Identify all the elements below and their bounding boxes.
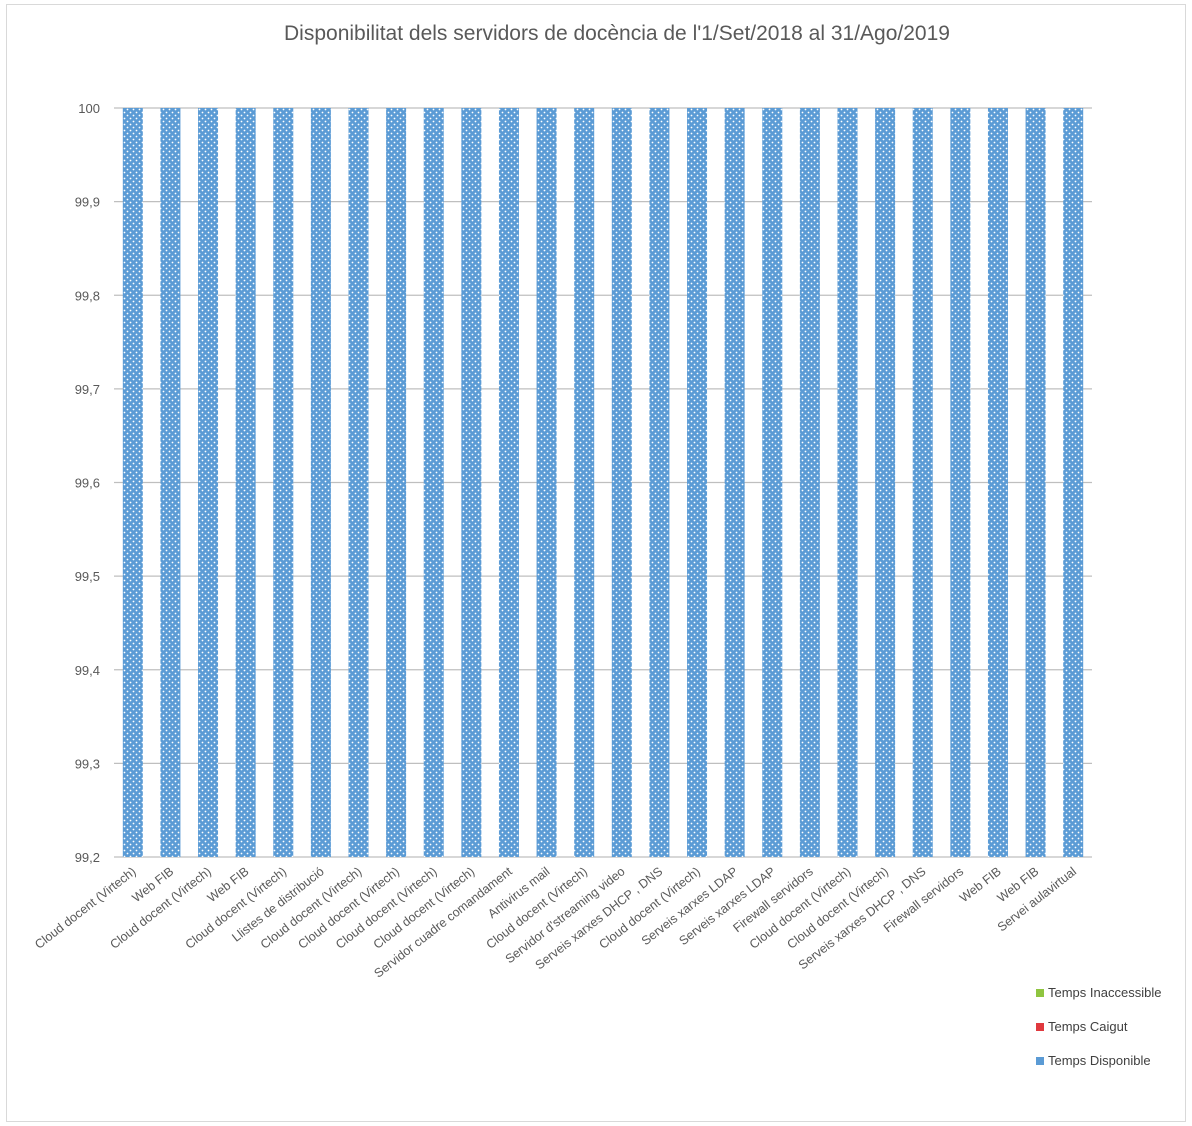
y-tick-label: 99,4	[75, 663, 100, 678]
bar-segment-disponible	[498, 108, 519, 857]
bars	[122, 108, 1084, 857]
legend-swatch-green	[1036, 989, 1044, 997]
bar-segment-disponible	[950, 108, 971, 857]
chart-title: Disponibilitat dels servidors de docènci…	[284, 22, 950, 45]
legend-item-caigut: Temps Caigut	[1032, 1019, 1182, 1053]
bar-segment-disponible	[837, 108, 858, 857]
bar-segment-disponible	[386, 108, 407, 857]
y-tick-label: 99,6	[75, 476, 100, 491]
bar-segment-disponible	[273, 108, 294, 857]
bar-segment-disponible	[310, 108, 331, 857]
chart-legend: Temps Inaccessible Temps Caigut Temps Di…	[1032, 985, 1182, 1069]
y-tick-label: 99,2	[75, 850, 100, 865]
bar-segment-disponible	[423, 108, 444, 857]
bar-segment-disponible	[461, 108, 482, 857]
y-tick-label: 99,5	[75, 569, 100, 584]
bar-segment-disponible	[348, 108, 369, 857]
bar-segment-disponible	[574, 108, 595, 857]
bar-segment-disponible	[235, 108, 256, 857]
bar-segment-disponible	[799, 108, 820, 857]
legend-label-caigut: Temps Caigut	[1048, 1019, 1128, 1034]
y-tick-label: 99,8	[75, 288, 100, 303]
bar-segment-disponible	[649, 108, 670, 857]
bar-segment-disponible	[611, 108, 632, 857]
y-tick-label: 100	[78, 101, 100, 116]
bar-segment-disponible	[160, 108, 181, 857]
bar-segment-disponible	[987, 108, 1008, 857]
bar-segment-disponible	[912, 108, 933, 857]
bar-segment-disponible	[724, 108, 745, 857]
bar-segment-disponible	[687, 108, 708, 857]
x-tick-label: Web FIB	[957, 864, 1004, 905]
legend-label-disponible: Temps Disponible	[1048, 1053, 1151, 1068]
bar-segment-disponible	[1063, 108, 1084, 857]
y-tick-label: 99,9	[75, 195, 100, 210]
legend-item-disponible: Temps Disponible	[1032, 1053, 1182, 1069]
legend-swatch-red	[1036, 1023, 1044, 1031]
bar-segment-disponible	[122, 108, 143, 857]
gridlines	[114, 107, 1092, 858]
bar-segment-disponible	[875, 108, 896, 857]
bar-segment-disponible	[198, 108, 219, 857]
bar-segment-disponible	[1025, 108, 1046, 857]
y-tick-label: 99,3	[75, 756, 100, 771]
bar-segment-disponible	[762, 108, 783, 857]
legend-swatch-blue	[1036, 1057, 1044, 1065]
y-axis-ticks: 99,2 99,3 99,4 99,5 99,6 99,7 99,8 99,9 100	[75, 101, 100, 865]
legend-item-inaccessible: Temps Inaccessible	[1032, 985, 1182, 1019]
bar-segment-disponible	[536, 108, 557, 857]
legend-label-inaccessible: Temps Inaccessible	[1048, 985, 1162, 1000]
y-tick-label: 99,7	[75, 382, 100, 397]
